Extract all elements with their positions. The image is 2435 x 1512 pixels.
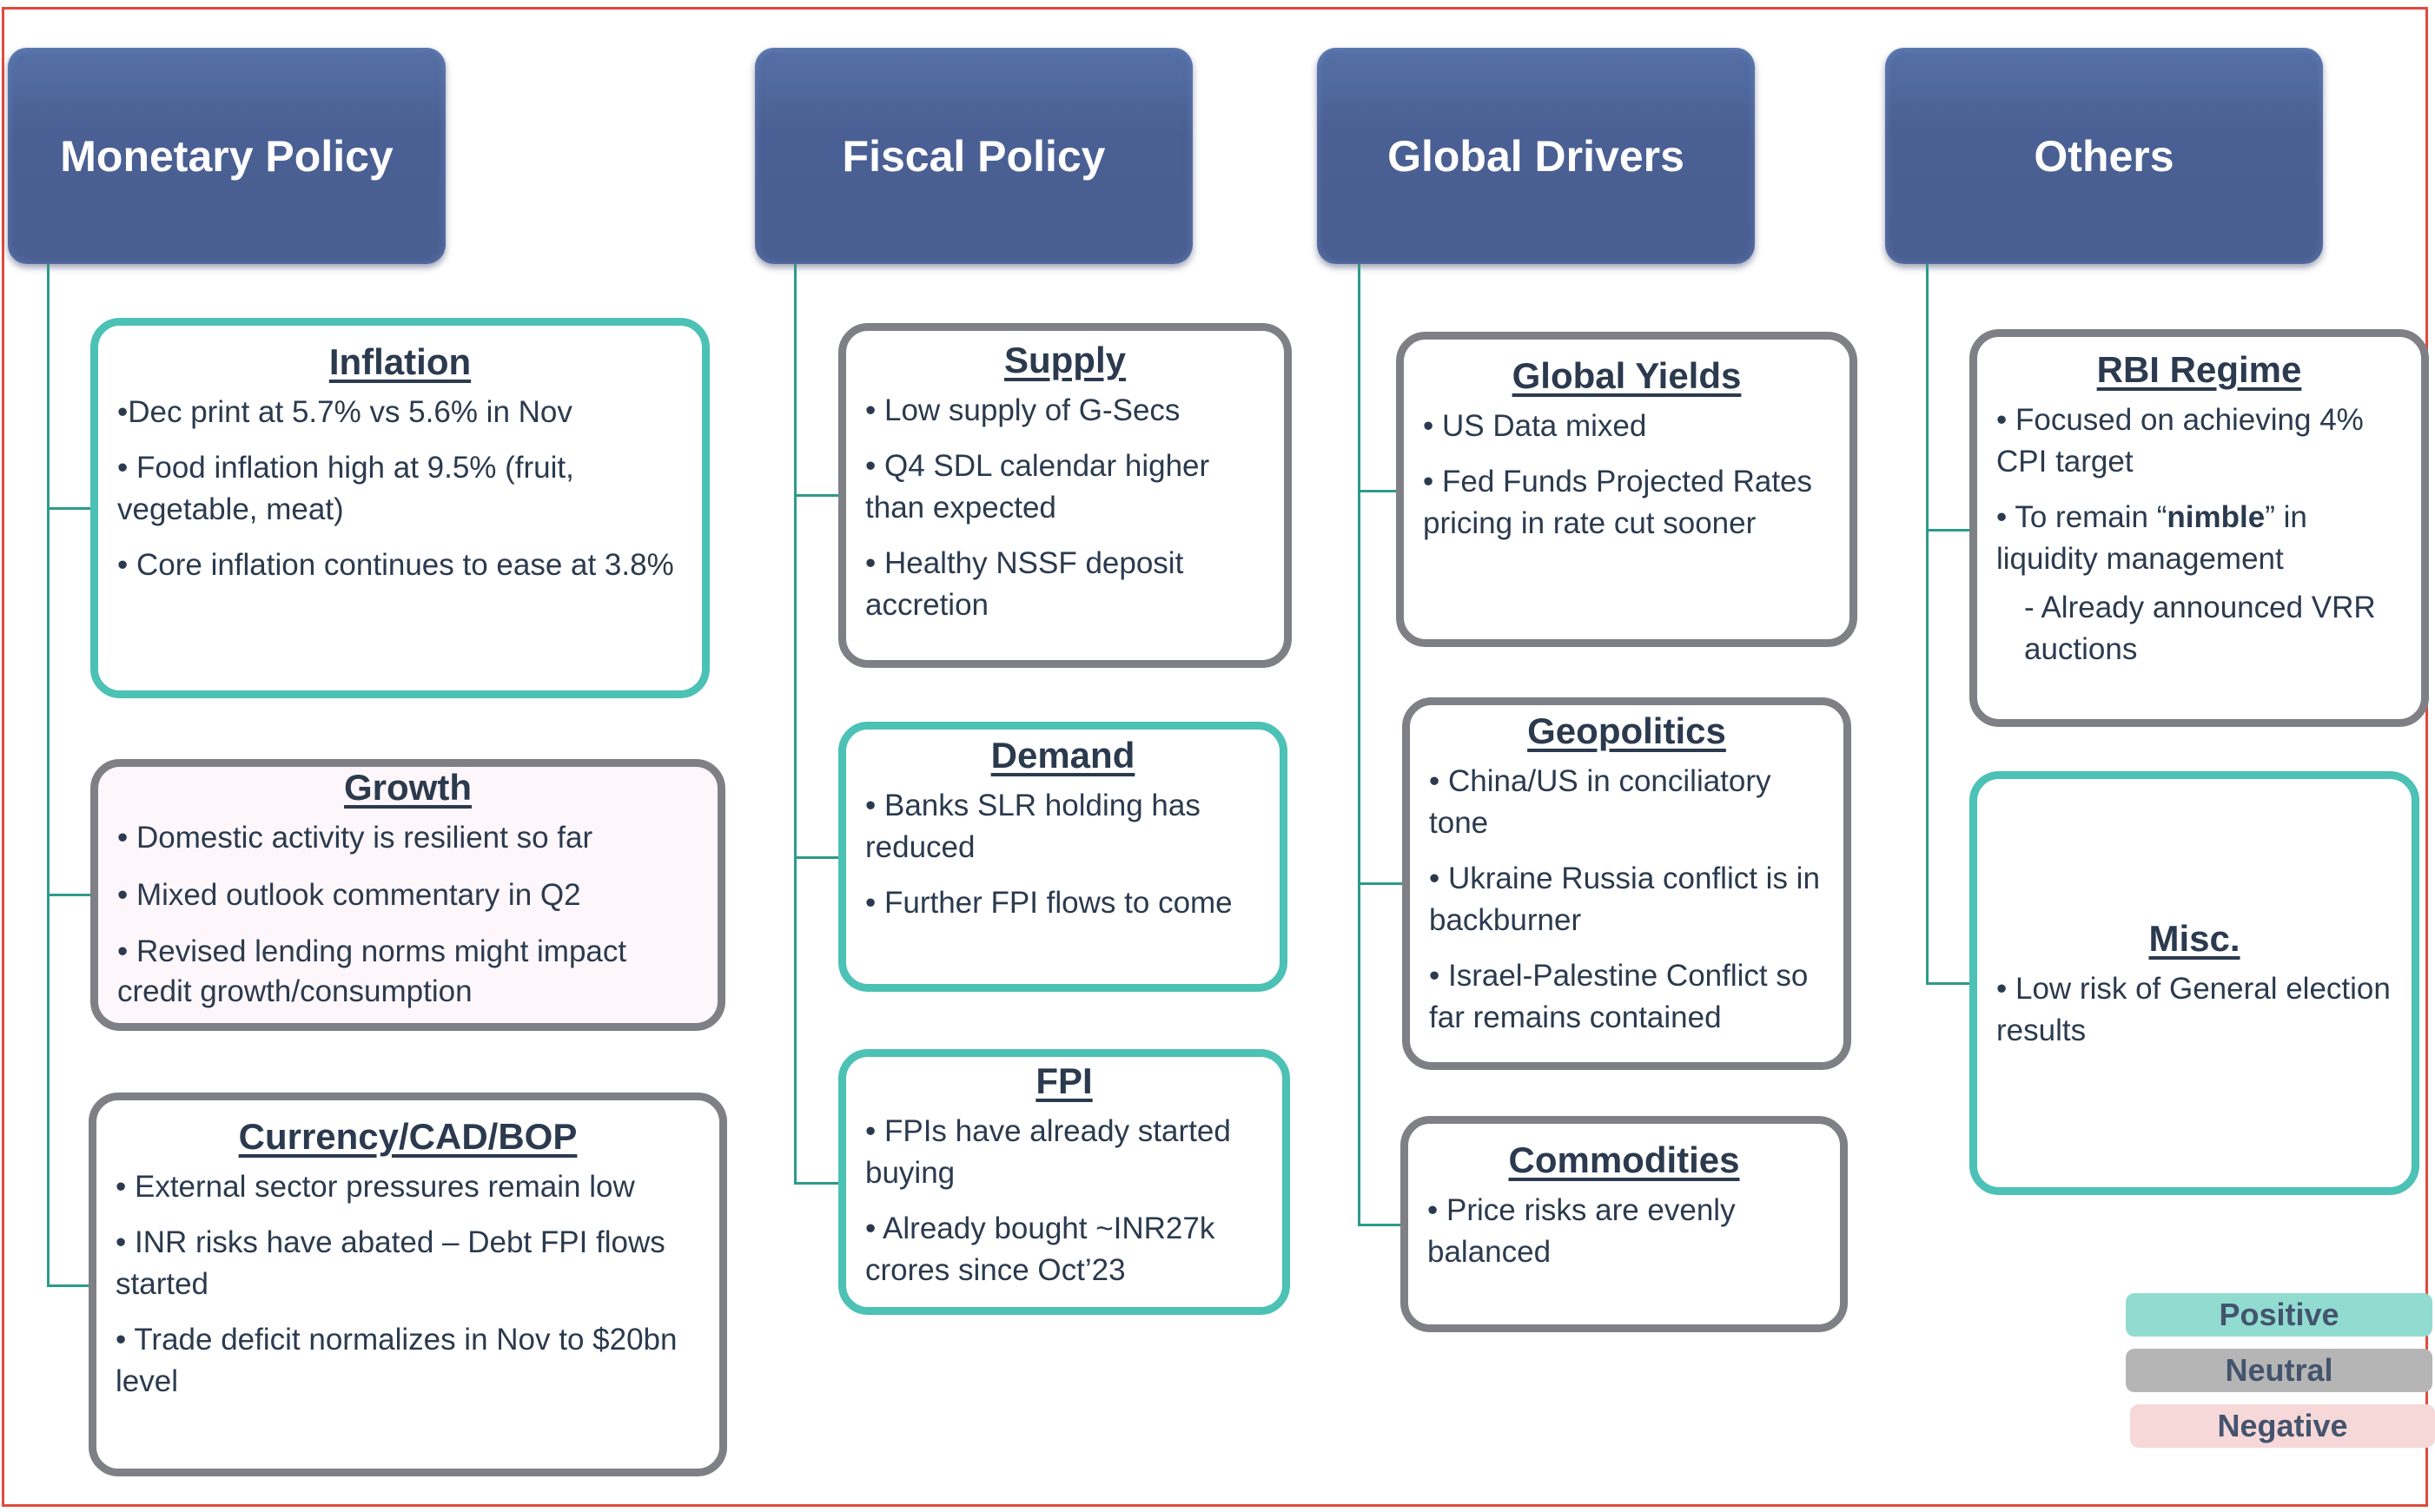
bullet: • Further FPI flows to come [865,886,1233,920]
bullet: • Q4 SDL calendar higher than expected [865,449,1210,525]
connector-fiscal [794,264,797,1185]
connector-branch [1358,490,1398,492]
connector-branch [794,856,840,859]
box-title: Growth [344,767,472,808]
connector-global [1358,264,1360,1226]
bullet: • China/US in conciliatory tone [1429,764,1771,840]
box-title: Geopolitics [1527,710,1726,751]
bullet: • Already bought ~INR27k crores since Oc… [865,1212,1215,1287]
bullet: •Dec print at 5.7% vs 5.6% in Nov [117,395,572,429]
box-global-yields: Global Yields • US Data mixed • Fed Fund… [1396,332,1857,647]
header-global-drivers: Global Drivers [1317,48,1755,264]
box-title: Global Yields [1512,355,1742,396]
bullet-text: • To remain “ [1996,500,2167,534]
box-title: Misc. [2148,918,2240,959]
bullet: • To remain “nimble” in liquidity manage… [1996,497,2402,580]
bullet: • Ukraine Russia conflict is in backburn… [1429,862,1820,937]
bullet: • Low risk of General election results [1996,972,2391,1047]
box-title: Currency/CAD/BOP [238,1116,578,1157]
bullet: • Revised lending norms might impact cre… [117,934,627,1008]
diagram-frame [2,7,2428,1507]
bullet: • US Data mixed [1423,409,1647,443]
legend-neutral: Neutral [2126,1349,2432,1392]
bullet: • Food inflation high at 9.5% (fruit, ve… [117,451,574,526]
bullet: • Banks SLR holding has reduced [865,789,1201,864]
bullet: • Core inflation continues to ease at 3.… [117,548,674,582]
bullet: • Focused on achieving 4% CPI target [1996,403,2364,479]
header-fiscal-policy: Fiscal Policy [755,48,1193,264]
bullet: • Trade deficit normalizes in Nov to $20… [116,1323,678,1398]
bullet: • External sector pressures remain low [116,1170,635,1204]
legend-negative: Negative [2130,1404,2435,1448]
connector-branch [1358,1224,1402,1226]
bullet: • Healthy NSSF deposit accretion [865,546,1184,622]
header-monetary-policy: Monetary Policy [8,48,446,264]
connector-branch [47,894,92,896]
box-title: FPI [1036,1060,1093,1101]
bullet: • INR risks have abated – Debt FPI flows… [116,1225,665,1301]
bullet: • FPIs have already started buying [865,1114,1231,1190]
box-commodities: Commodities • Price risks are evenly bal… [1400,1116,1848,1332]
box-inflation: Inflation •Dec print at 5.7% vs 5.6% in … [90,318,710,698]
connector-branch [1926,982,1971,985]
bullet: • Fed Funds Projected Rates pricing in r… [1423,465,1813,540]
box-supply: Supply • Low supply of G-Secs • Q4 SDL c… [838,323,1292,668]
box-demand: Demand • Banks SLR holding has reduced •… [838,722,1287,992]
connector-branch [47,507,92,510]
box-geopolitics: Geopolitics • China/US in conciliatory t… [1402,697,1851,1070]
legend-positive: Positive [2126,1293,2432,1337]
bullet: • Price risks are evenly balanced [1427,1193,1736,1269]
connector-branch [1358,882,1404,885]
box-growth: Growth • Domestic activity is resilient … [90,759,725,1031]
box-misc: Misc. • Low risk of General election res… [1969,771,2419,1195]
connector-branch [794,1182,840,1185]
sub-bullet: - Already announced VRR auctions [2024,591,2376,666]
connector-others [1926,264,1929,985]
connector-branch [47,1284,90,1287]
bullet: • Domestic activity is resilient so far [117,821,593,855]
box-currency-cad-bop: Currency/CAD/BOP • External sector press… [89,1093,727,1476]
bullet-bold-text: nimble [2167,500,2266,534]
box-fpi: FPI • FPIs have already started buying •… [838,1049,1290,1315]
box-title: Inflation [328,341,472,382]
box-title: Supply [1003,340,1126,380]
bullet: • Mixed outlook commentary in Q2 [117,878,581,912]
connector-branch [1926,529,1971,532]
box-title: Commodities [1508,1139,1740,1180]
box-title: RBI Regime [2096,349,2302,390]
header-others: Others [1885,48,2323,264]
connector-monetary [47,264,50,1287]
connector-branch [794,494,840,497]
bullet-text: ” in liquidity management [1996,500,2307,576]
box-title: Demand [990,735,1135,776]
bullet: • Low supply of G-Secs [865,393,1181,427]
bullet: • Israel-Palestine Conflict so far remai… [1429,959,1809,1034]
box-rbi-regime: RBI Regime • Focused on achieving 4% CPI… [1969,329,2429,727]
